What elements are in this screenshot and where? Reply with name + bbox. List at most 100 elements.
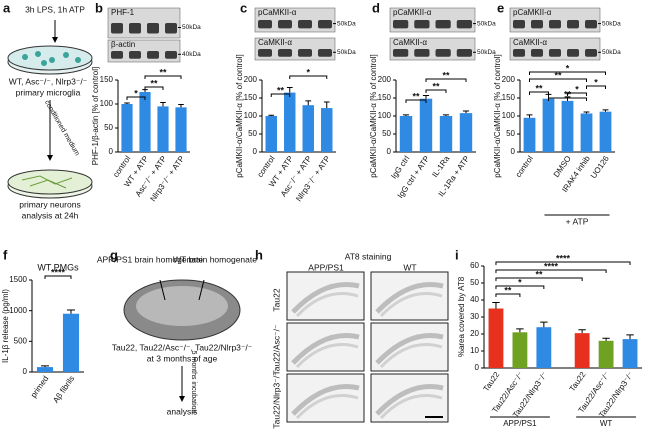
error-bar <box>626 334 634 340</box>
error-bar <box>442 114 450 116</box>
significance-bracket <box>495 285 545 289</box>
scheme-text: primary neurons <box>19 199 80 209</box>
y-tick-label: 1500 <box>9 275 27 284</box>
y-tick-label: 20 <box>470 329 479 338</box>
y-tick-label: 0 <box>23 367 28 376</box>
panel-letter: d <box>372 0 380 15</box>
y-tick-label: 200 <box>378 75 392 84</box>
arrow <box>159 279 205 301</box>
arrow-head <box>52 37 58 43</box>
significance-label: ** <box>504 285 512 295</box>
blot-marker: 40kDa <box>182 51 201 58</box>
blot-band <box>549 20 561 29</box>
significance-label: ** <box>277 85 285 95</box>
tissue <box>291 384 360 416</box>
scheme-text: 5 months incubation <box>190 351 197 414</box>
blot-band <box>129 23 141 34</box>
blot-band <box>318 20 332 29</box>
blot-marker: 50kDa <box>602 20 621 27</box>
scheme-text: Tau22, Tau22/Asc⁻/⁻, Tau22/Nlrp3⁻/⁻ <box>112 342 253 352</box>
significance-bracket <box>548 97 587 101</box>
row-label: Tau22 <box>271 288 281 311</box>
y-tick-label: 60 <box>470 261 479 270</box>
blot-band <box>298 20 312 29</box>
y-tick-label: 200 <box>244 75 258 84</box>
bar <box>399 116 413 152</box>
panel-letter: a <box>3 0 11 15</box>
blot-strip <box>107 39 181 63</box>
blot-band <box>258 49 272 57</box>
group-label: WT <box>600 419 613 428</box>
y-tick-label: 150 <box>100 75 114 84</box>
x-tick-label: Tau22 <box>481 370 501 393</box>
bar <box>321 108 333 152</box>
error-bar <box>602 337 610 341</box>
blot-label: pCaMKII-α <box>513 8 552 17</box>
bar <box>622 339 638 368</box>
y-tick-label: 100 <box>244 111 258 120</box>
significance-bracket <box>289 75 328 79</box>
y-tick-label: 100 <box>502 111 516 120</box>
bar <box>157 106 169 152</box>
error-bar <box>323 101 330 109</box>
blot-band <box>567 49 579 57</box>
error-bar <box>578 329 586 334</box>
error-bar <box>583 111 590 114</box>
y-tick-label: 100 <box>100 99 114 108</box>
bar <box>139 92 151 152</box>
significance-bracket <box>529 91 549 95</box>
bar <box>439 116 453 152</box>
blot-label: CaMKII-α <box>393 38 427 47</box>
panel-letter: c <box>240 0 247 15</box>
row-label: Tau22/Nlrp3⁻/⁻ <box>271 371 281 429</box>
panel-letter: g <box>110 247 118 262</box>
group-label: + ATP <box>566 216 589 226</box>
significance-bracket <box>567 92 587 96</box>
bar <box>598 340 614 368</box>
blot-marker: 50kDa <box>337 20 356 27</box>
blot-marker: 50kDa <box>477 20 496 27</box>
y-tick-label: 1000 <box>9 306 27 315</box>
significance-bracket <box>495 261 631 265</box>
scheme-text: conditioned medium <box>43 99 80 157</box>
x-tick-label: UO126 <box>589 154 611 180</box>
significance-label: * <box>575 84 579 94</box>
error-bar <box>492 302 500 309</box>
tissue <box>379 343 443 369</box>
error-bar <box>178 103 184 108</box>
y-tick-label: 150 <box>502 93 516 102</box>
scheme-g: APP/PS1 brain homogenate WT brain homoge… <box>97 254 257 416</box>
y-axis-label: %area covered by AT8 <box>457 276 466 357</box>
scheme-text: 3h LPS, 1h ATP <box>25 4 85 14</box>
blot-band <box>531 20 543 29</box>
significance-bracket <box>586 85 606 89</box>
blot-label: PHF-1 <box>111 8 135 17</box>
error-bar <box>402 114 410 116</box>
significance-bracket <box>405 99 427 103</box>
y-axis-label: pCaMKII-α/CaMKII-α [% of control] <box>493 54 502 178</box>
blot-band <box>585 49 597 57</box>
arrow-head <box>47 155 53 161</box>
bar <box>62 313 80 372</box>
significance-bracket <box>529 78 587 82</box>
significance-bracket <box>270 93 291 97</box>
y-tick-label: 0 <box>253 147 258 156</box>
significance-bracket <box>144 86 164 90</box>
x-tick-label: primed <box>29 374 50 399</box>
bar <box>284 92 296 152</box>
panel-letter: i <box>455 247 459 262</box>
blot-band <box>414 20 430 29</box>
scheme-text: analysis at 24h <box>22 210 79 220</box>
significance-label: * <box>306 67 310 77</box>
blot-strip <box>389 37 476 61</box>
scheme-text: WT, Asc⁻/⁻, Nlrp3⁻/⁻ <box>9 76 88 86</box>
significance-label: **** <box>51 267 66 277</box>
blot-band <box>318 49 332 57</box>
scheme-text: primary microglia <box>16 87 81 97</box>
significance-bracket <box>425 89 447 93</box>
column-label: APP/PS1 <box>308 262 344 272</box>
tissue <box>291 282 360 314</box>
blot-band <box>298 49 312 57</box>
error-bar <box>305 100 312 106</box>
blot-band <box>147 51 159 59</box>
